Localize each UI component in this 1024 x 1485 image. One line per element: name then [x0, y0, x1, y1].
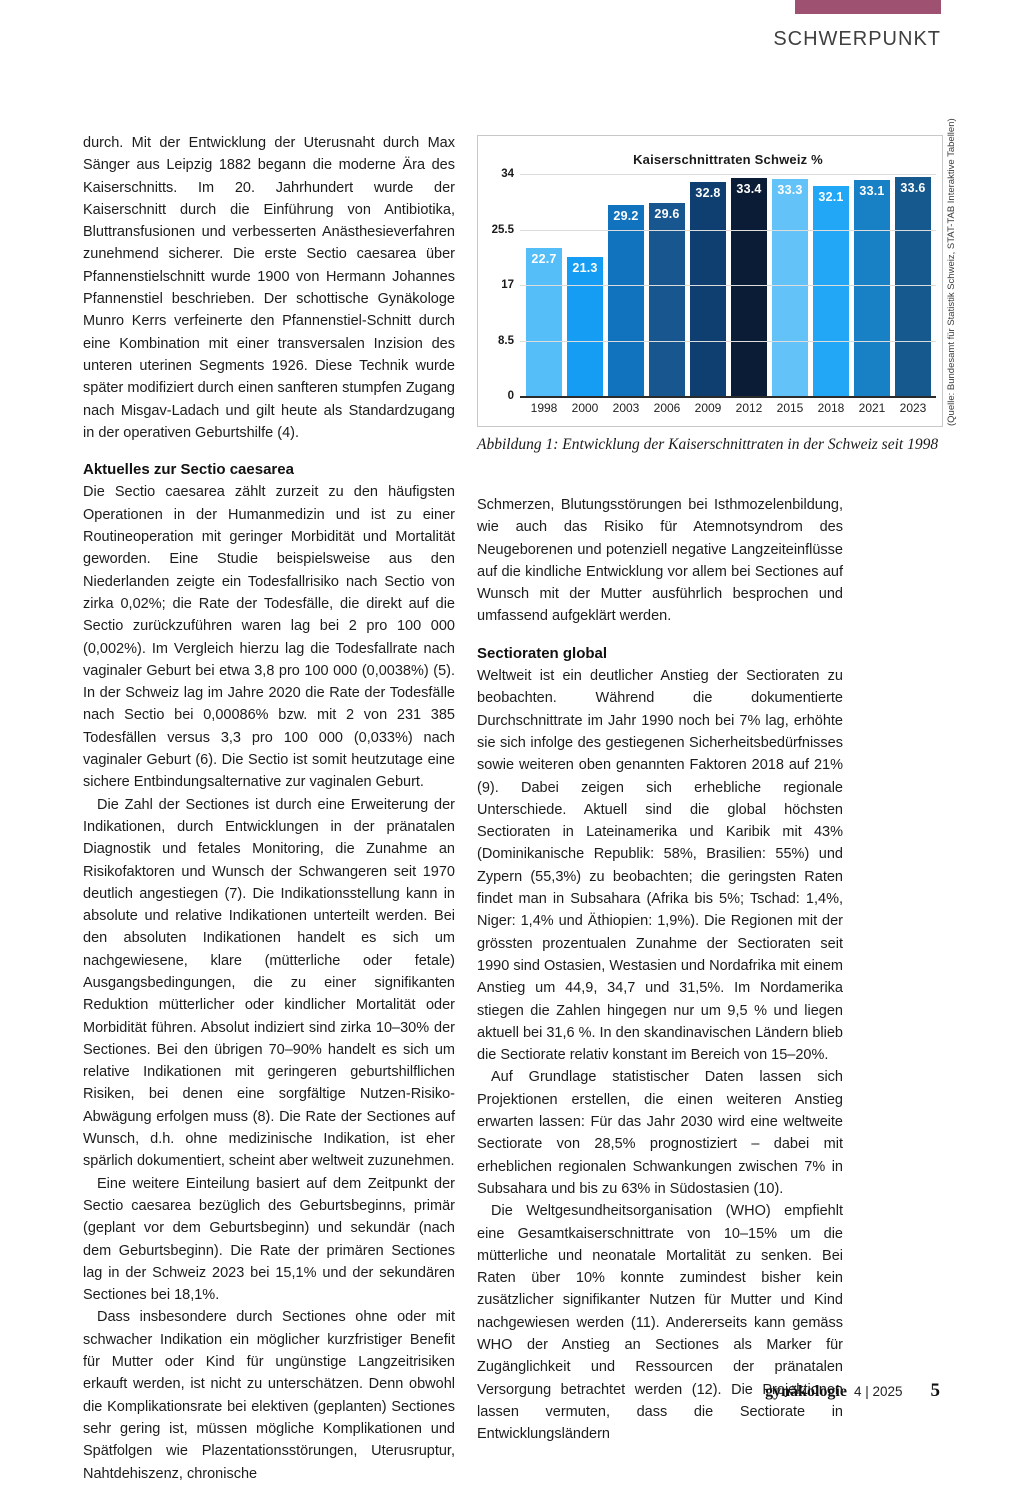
figure-caption: Abbildung 1: Entwicklung der Kaiserschni…	[477, 436, 939, 453]
bar-2018: 32.1	[813, 186, 849, 396]
bar-2000: 21.3	[567, 256, 603, 396]
y-axis-tick-label: 8.5	[498, 334, 514, 347]
x-axis-tick-label: 2015	[776, 401, 804, 415]
bar-value-label: 22.7	[531, 251, 557, 266]
gridline	[520, 285, 936, 286]
issue-number: 4 | 2025	[853, 1384, 903, 1399]
paragraph: durch. Mit der Entwicklung der Uterusnah…	[83, 135, 455, 441]
bar-2012: 33.4	[731, 177, 767, 396]
bar-value-label: 33.1	[859, 183, 885, 198]
paragraph: Die Weltgesundheitsorganisation (WHO) em…	[477, 1203, 843, 1443]
section-heading-aktuelles: Aktuelles zur Sectio caesarea	[83, 461, 294, 479]
bar-value-label: 29.6	[654, 206, 680, 221]
bar-2021: 33.1	[854, 179, 890, 396]
x-axis-tick-label: 2006	[653, 401, 681, 415]
paragraph: Weltweit ist ein deutlicher Anstieg der …	[477, 668, 843, 1064]
x-axis-tick-label: 2012	[735, 401, 763, 415]
x-axis-tick-label: 2009	[694, 401, 722, 415]
x-axis-tick-label: 1998	[530, 401, 558, 415]
paragraph: Eine weitere Einteilung basiert auf dem …	[83, 1175, 455, 1304]
page-footer: gynäkologie 4 | 2025 5	[765, 1380, 940, 1402]
bar-2006: 29.6	[649, 202, 685, 396]
chart-plot-area: 22.7 21.3 29.2 29.6 32.8 33.4 33.3 32.1 33.1 33.6…	[492, 168, 936, 402]
gridline	[520, 340, 936, 342]
section-kicker: SCHWERPUNKT	[773, 28, 941, 50]
journal-name: gynäkologie	[765, 1383, 847, 1400]
accent-bar	[795, 0, 941, 14]
chart-bars: 22.7 21.3 29.2 29.6 32.8 33.4 33.3 32.1 33.1 33.6	[526, 174, 931, 396]
y-axis-tick-label: 17	[501, 279, 514, 291]
bar-1998: 22.7	[526, 247, 562, 396]
bar-value-label: 29.2	[613, 209, 639, 224]
bar-2003: 29.2	[608, 205, 644, 396]
paragraph: Die Zahl der Sectiones ist durch eine Er…	[83, 796, 455, 1170]
y-axis-tick-label: 34	[501, 168, 514, 180]
x-axis-tick-label: 2000	[571, 401, 599, 415]
gridline	[520, 229, 936, 231]
right-column-text: Schmerzen, Blutungsstörungen bei Isthmoz…	[477, 494, 843, 1445]
y-axis-tick-label: 0	[507, 390, 514, 402]
bar-value-label: 33.3	[777, 182, 803, 197]
bar-value-label: 21.3	[572, 260, 598, 275]
x-axis-tick-label: 2021	[858, 401, 886, 415]
chart-title: Kaiserschnittraten Schweiz %	[633, 152, 823, 167]
gridline	[520, 174, 936, 175]
page-number: 5	[930, 1380, 941, 1401]
bar-value-label: 33.6	[900, 180, 926, 195]
y-axis-tick-label: 25.5	[491, 223, 514, 236]
x-axis-tick-label: 2003	[612, 401, 640, 415]
paragraph: Die Sectio caesarea zählt zurzeit zu den…	[83, 484, 455, 791]
bar-value-label: 32.1	[818, 190, 844, 205]
bar-chart: Kaiserschnittraten Schweiz % 22.7 21.3 29.…	[477, 118, 957, 427]
bar-2015: 33.3	[772, 178, 808, 396]
x-axis-tick-label: 2018	[817, 401, 845, 415]
paragraph: Schmerzen, Blutungsstörungen bei Isthmoz…	[477, 497, 843, 625]
bar-2023: 33.6	[895, 176, 931, 396]
left-column: durch. Mit der Entwicklung der Uterusnah…	[83, 132, 455, 1485]
section-heading-sectioraten: Sectioraten global	[477, 644, 608, 662]
chart-source-note: (Quelle: Bundesamt für Statistik Schweiz…	[946, 118, 957, 426]
bar-value-label: 32.8	[695, 185, 721, 200]
bar-2009: 32.8	[690, 181, 726, 396]
x-axis-tick-label: 2023	[899, 401, 927, 415]
right-column: Kaiserschnittraten Schweiz % 22.7 21.3 29.…	[477, 118, 957, 1445]
paragraph: Auf Grundlage statistischer Daten lassen…	[477, 1069, 843, 1197]
chart-x-axis-labels: 1998 2000 2003 2006 2009 2012 2015 2018 2021 2023	[526, 401, 931, 415]
paragraph: Dass insbesondere durch Sectiones ohne o…	[83, 1309, 455, 1482]
bar-value-label: 33.4	[736, 181, 762, 196]
